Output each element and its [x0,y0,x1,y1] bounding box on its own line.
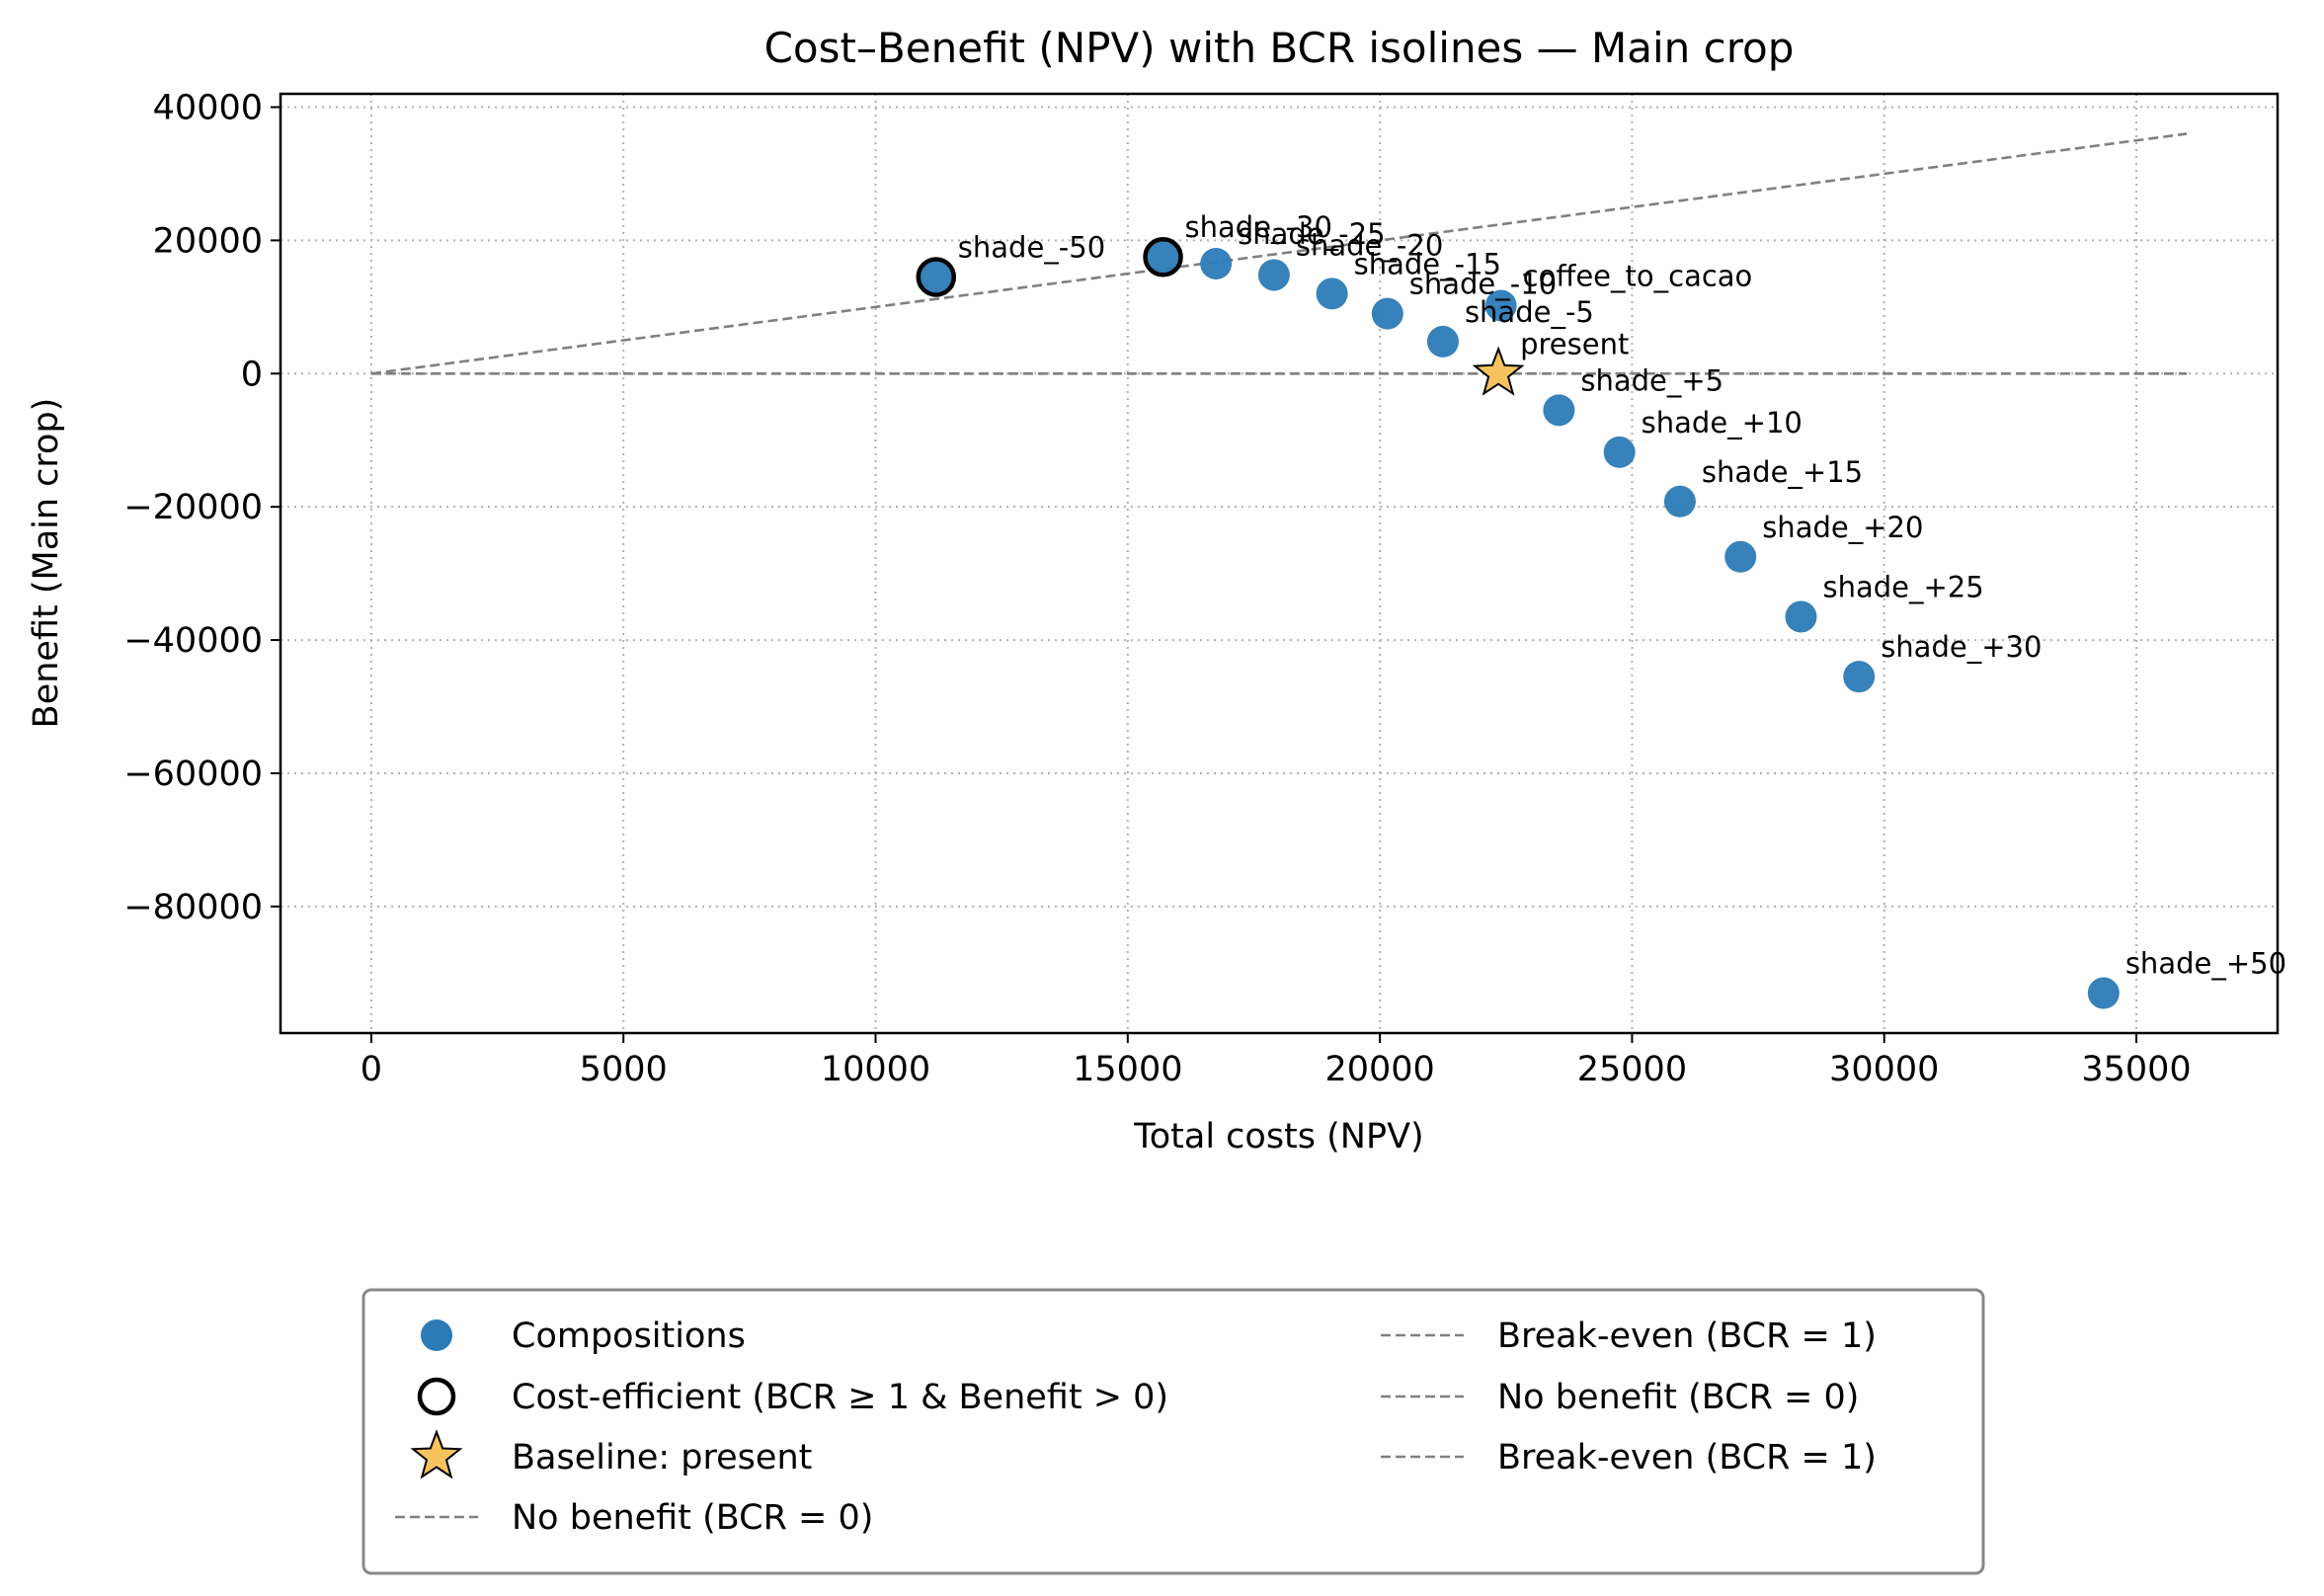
legend-item: Baseline: present [410,1429,812,1479]
cost-efficient-ring [1143,236,1183,278]
legend-label: No benefit (BCR = 0) [512,1498,873,1538]
point-label: shade_-25 [1238,217,1385,251]
y-axis-label: Benefit (Main crop) [27,398,66,729]
point-label: shade_-30 [1185,210,1332,244]
x-tick-label: 30000 [1829,1050,1939,1089]
chart-title: Cost–Benefit (NPV) with BCR isolines — M… [764,24,1795,72]
x-tick-label: 5000 [580,1050,668,1089]
x-tick-label: 10000 [821,1050,930,1089]
legend-star-marker [410,1429,463,1479]
composition-point [1371,297,1403,330]
y-tick-label: 40000 [153,88,263,127]
point-label: coffee_to_cacao [1523,259,1753,292]
point-label: shade_+30 [1881,630,2042,664]
legend-item: No benefit (BCR = 0) [395,1498,873,1538]
baseline-star [1472,346,1525,396]
point-label: shade_-50 [958,230,1105,264]
composition-point [1147,241,1179,274]
legend-label: Baseline: present [512,1438,812,1477]
x-tick-label: 20000 [1324,1050,1434,1089]
composition-point [2087,977,2120,1009]
x-axis-label: Total costs (NPV) [1133,1117,1423,1157]
point-label: shade_+20 [1762,511,1923,544]
y-tick-label: 0 [241,355,263,394]
legend-item: Compositions [421,1317,746,1356]
x-tick-label: 25000 [1577,1050,1687,1089]
point-label: shade_+25 [1822,570,1983,603]
legend-item: Break-even (BCR = 1) [1381,1317,1877,1356]
legend-label: Cost-efficient (BCR ≥ 1 & Benefit > 0) [512,1378,1168,1417]
y-axis-ticks: 40000 20000 0 −20000 −40000 −60000 −80000 [123,88,280,927]
point-label: shade_+5 [1580,363,1723,397]
break-even-isoline [370,132,2188,375]
composition-point [1663,485,1696,518]
cost-efficient-ring [916,257,957,297]
legend-label: Break-even (BCR = 1) [1497,1317,1877,1356]
y-tick-label: −40000 [123,621,263,661]
y-tick-label: −60000 [123,755,263,794]
composition-point [1426,325,1459,358]
point-label: shade_+10 [1642,406,1803,439]
legend-label: Compositions [512,1317,746,1356]
legend-ring-marker [417,1377,456,1416]
composition-point [1257,259,1290,291]
composition-point [1843,661,1876,693]
point-label: shade_-5 [1465,295,1594,329]
x-tick-label: 0 [361,1050,382,1089]
composition-point [1484,289,1517,322]
point-label: shade_+50 [2125,947,2286,981]
legend-item: No benefit (BCR = 0) [1381,1378,1859,1417]
composition-point [1603,436,1636,468]
legend: Compositions Cost-efficient (BCR ≥ 1 & Be… [361,1288,1985,1575]
data-points [916,236,2120,1009]
composition-point [1724,540,1757,573]
legend-label: Break-even (BCR = 1) [1497,1438,1877,1477]
composition-point [1785,600,1817,633]
legend-item: Break-even (BCR = 1) [1381,1438,1877,1477]
x-tick-label: 35000 [2081,1050,2191,1089]
bcr-isolines [370,132,2188,375]
point-label: shade_+15 [1702,455,1863,489]
y-tick-label: −20000 [123,488,263,527]
legend-box [361,1288,1985,1575]
plot-frame [279,92,2280,1035]
composition-point [1543,394,1575,427]
baseline-label: present [1520,327,1629,360]
point-label: shade_-15 [1354,247,1501,280]
legend-item: Cost-efficient (BCR ≥ 1 & Benefit > 0) [417,1377,1168,1417]
x-tick-label: 15000 [1073,1050,1182,1089]
legend-label: No benefit (BCR = 0) [1497,1378,1859,1417]
legend-circle-marker [421,1319,452,1351]
composition-point [1200,247,1233,279]
point-label: shade_-20 [1296,228,1443,262]
x-axis-ticks: 0 5000 10000 15000 20000 25000 30000 35000 [361,1033,2192,1089]
point-labels: shade_-50shade_-30shade_-25shade_-20shad… [958,210,2286,980]
point-label: shade_-10 [1409,268,1557,301]
y-tick-label: −80000 [123,888,263,927]
y-tick-label: 20000 [153,221,263,261]
composition-point [1316,278,1348,310]
composition-point [920,261,952,293]
